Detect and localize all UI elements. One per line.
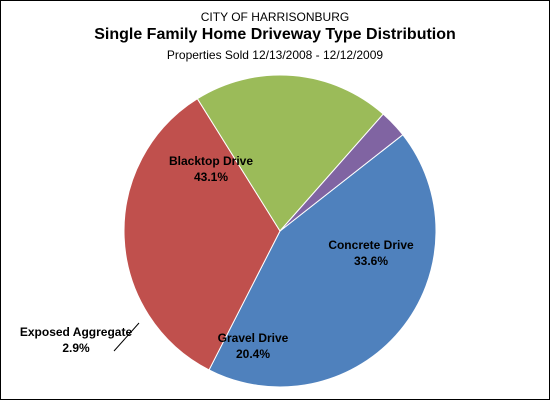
leader-line bbox=[113, 322, 140, 352]
chart-organization: CITY OF HARRISONBURG bbox=[200, 10, 350, 24]
slice-label-name: Concrete Drive bbox=[328, 238, 414, 252]
slice-label-name: Gravel Drive bbox=[218, 331, 289, 345]
pie-slices bbox=[123, 74, 437, 388]
pie-slice-concrete-drive bbox=[123, 97, 281, 371]
slice-label-name: Exposed Aggregate bbox=[20, 325, 133, 339]
chart-subtitle: Properties Sold 12/13/2008 - 12/12/2009 bbox=[166, 48, 384, 62]
pie-slice-gravel-drive bbox=[196, 74, 384, 232]
slice-label-value: 33.6% bbox=[354, 254, 388, 268]
slice-label-name: Blacktop Drive bbox=[169, 154, 253, 168]
slice-label-value: 20.4% bbox=[236, 347, 270, 361]
chart-title: Single Family Home Driveway Type Distrib… bbox=[94, 26, 456, 43]
pie-slice-exposed-aggregate bbox=[279, 113, 404, 232]
leader-lines bbox=[113, 322, 140, 352]
slice-labels: Blacktop Drive 43.1% Concrete Drive 33.6% Gr… bbox=[20, 154, 414, 361]
slice-label-value: 2.9% bbox=[62, 341, 90, 355]
slice-label-value: 43.1% bbox=[194, 170, 228, 184]
pie-slice-blacktop-drive bbox=[208, 134, 437, 388]
